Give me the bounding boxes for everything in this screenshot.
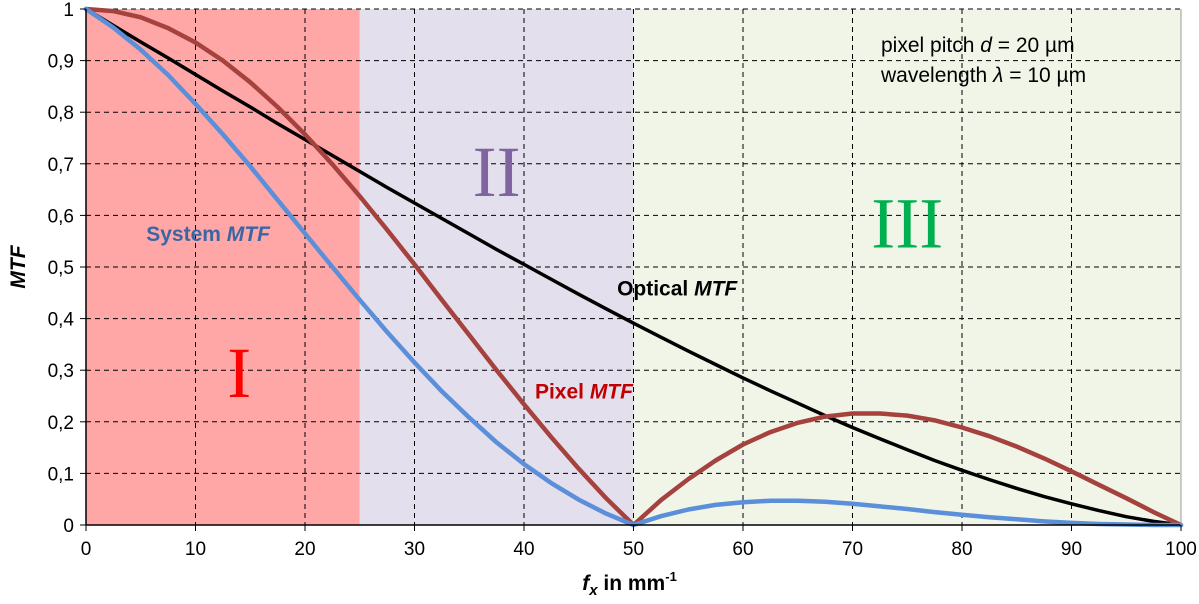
x-tick-label: 80 (951, 539, 972, 560)
region-label-ii: II (473, 132, 521, 212)
x-tick-label: 60 (732, 539, 753, 560)
y-tick-label: 0,7 (48, 155, 74, 176)
annotation-optical-mtf: Optical MTF (617, 277, 738, 300)
note-value: = 20 µm (992, 34, 1075, 57)
y-tick-label: 0,8 (48, 103, 74, 124)
x-tick-label: 50 (623, 539, 644, 560)
y-tick-label: 0,9 (48, 52, 74, 73)
note-value: = 10 µm (1003, 64, 1086, 87)
annotation-italic: MTF (227, 223, 271, 246)
annotation-pixel-mtf: Pixel MTF (535, 381, 634, 404)
x-tick-label: 70 (842, 539, 863, 560)
y-tick-label: 0,3 (48, 361, 74, 382)
annotation-text: Pixel (535, 381, 590, 404)
series-optical-mtf (84, 7, 1183, 527)
y-tick-label: 1 (63, 0, 74, 21)
axes-layer: 0 10 20 30 40 50 60 70 80 90 100 0 0,1 0,2 0,3 0,4 0,5 0,… (48, 0, 1197, 560)
grid-layer (86, 8, 1182, 525)
y-tick-label: 0,2 (48, 413, 74, 434)
x-tick-label: 40 (513, 539, 534, 560)
y-tick-label: 0,1 (48, 464, 74, 485)
x-tick-label: 20 (294, 539, 315, 560)
y-tick-label: 0,6 (48, 206, 74, 227)
note-text: pixel pitch (881, 34, 980, 57)
annotation-system-mtf: System MTF (146, 223, 271, 246)
annotation-italic: MTF (694, 277, 738, 300)
y-tick-label: 0,4 (48, 310, 75, 331)
y-axis-title: MTF (7, 244, 30, 288)
note-text: wavelength (880, 64, 993, 87)
x-axis-title-var: f (582, 572, 591, 595)
x-tick-label: 30 (404, 539, 425, 560)
note-symbol: d (980, 34, 993, 57)
note-symbol: λ (992, 64, 1003, 87)
y-tick-label: 0,5 (48, 258, 74, 279)
x-tick-label: 0 (81, 539, 92, 560)
parameter-note-line: wavelength λ = 10 µm (880, 64, 1086, 87)
x-axis-title-text: in mm (598, 572, 666, 595)
x-tick-label: 90 (1061, 539, 1082, 560)
x-tick-label: 10 (185, 539, 206, 560)
region-label-iii: III (871, 183, 943, 263)
region-label-i: I (227, 333, 251, 413)
y-tick-label: 0 (63, 516, 74, 537)
annotation-text: Optical (617, 277, 694, 300)
annotation-italic: MTF (590, 381, 634, 404)
annotation-text: System (146, 223, 227, 246)
x-axis-title: fx in mm-1 (582, 569, 677, 599)
x-tick-label: 100 (1165, 539, 1197, 560)
parameter-note-line: pixel pitch d = 20 µm (881, 34, 1075, 57)
x-axis-title-sub: x (588, 582, 598, 599)
x-axis-title-sup: -1 (665, 569, 677, 584)
